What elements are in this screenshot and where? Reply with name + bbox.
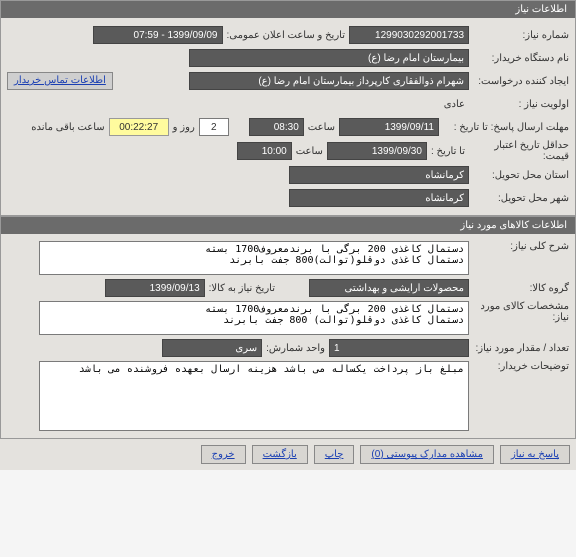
reply-button[interactable]: پاسخ به نیاز <box>500 445 570 464</box>
requester-label: ایجاد کننده درخواست: <box>469 76 569 87</box>
goods-panel: اطلاعات کالاهای مورد نیاز شرح کلی نیاز: … <box>0 216 576 439</box>
need-info-panel: اطلاعات نیاز شماره نیاز: تاریخ و ساعت اع… <box>0 0 576 216</box>
exit-button[interactable]: خروج <box>201 445 246 464</box>
countdown <box>109 118 169 136</box>
unit <box>162 339 262 357</box>
buyer <box>189 49 469 67</box>
spec-label: مشخصات کالای مورد نیاز: <box>469 301 569 323</box>
reply-date <box>339 118 439 136</box>
group-label: گروه کالا: <box>469 283 569 294</box>
print-button[interactable]: چاپ <box>314 445 355 464</box>
validity-label: حداقل تاریخ اعتبار قیمت: <box>469 140 569 162</box>
delivery-province-label: استان محل تحویل: <box>469 170 569 181</box>
notes-label: توضیحات خریدار: <box>469 361 569 372</box>
time-label-1: ساعت <box>304 122 339 133</box>
qty <box>329 339 469 357</box>
priority-label: اولویت نیاز : <box>469 99 569 110</box>
pubdate <box>93 26 223 44</box>
days-label: روز و <box>169 122 199 133</box>
notes <box>39 361 469 431</box>
goods-date <box>105 279 205 297</box>
remain-label: ساعت باقی مانده <box>27 122 108 133</box>
action-bar: پاسخ به نیاز مشاهده مدارک پیوستی (0) چاپ… <box>0 439 576 470</box>
pubdate-label: تاریخ و ساعت اعلان عمومی: <box>223 30 350 41</box>
goods-header: اطلاعات کالاهای مورد نیاز <box>1 217 575 234</box>
buyer-label: نام دستگاه خریدار: <box>469 53 569 64</box>
delivery-province <box>289 166 469 184</box>
spec <box>39 301 469 335</box>
desc-label: شرح کلی نیاز: <box>469 241 569 252</box>
validity-date <box>327 142 427 160</box>
back-button[interactable]: بازگشت <box>252 445 308 464</box>
days-remaining <box>199 118 229 136</box>
reply-time <box>249 118 304 136</box>
requester <box>189 72 469 90</box>
to-date-label-2: تا تاریخ : <box>427 146 469 157</box>
need-no-label: شماره نیاز: <box>469 30 569 41</box>
goods-date-label: تاریخ نیاز به کالا: <box>205 283 279 294</box>
validity-time <box>237 142 292 160</box>
time-label-2: ساعت <box>292 146 327 157</box>
contact-link[interactable]: اطلاعات تماس خریدار <box>7 72 113 90</box>
priority-value: عادی <box>440 99 469 110</box>
need-info-header: اطلاعات نیاز <box>1 1 575 18</box>
unit-label: واحد شمارش: <box>262 343 329 354</box>
attachments-button[interactable]: مشاهده مدارک پیوستی (0) <box>360 445 494 464</box>
delivery-city-label: شهر محل تحویل: <box>469 193 569 204</box>
need-no <box>349 26 469 44</box>
delivery-city <box>289 189 469 207</box>
qty-label: تعداد / مقدار مورد نیاز: <box>469 343 569 354</box>
reply-deadline-label: مهلت ارسال پاسخ: تا تاریخ : <box>439 122 569 133</box>
group <box>309 279 469 297</box>
desc <box>39 241 469 275</box>
